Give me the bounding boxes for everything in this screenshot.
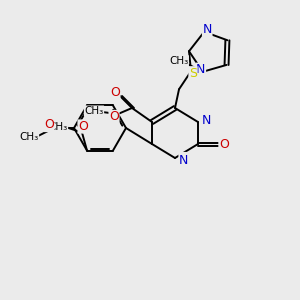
Text: CH₃: CH₃ xyxy=(84,106,104,116)
Text: CH₃: CH₃ xyxy=(48,122,68,131)
Text: O: O xyxy=(110,85,120,98)
Text: O: O xyxy=(44,118,54,131)
Text: N: N xyxy=(202,113,211,127)
Text: H: H xyxy=(181,152,189,166)
Text: H: H xyxy=(204,115,212,128)
Text: N: N xyxy=(179,154,188,166)
Text: N: N xyxy=(202,23,212,36)
Text: S: S xyxy=(189,67,197,80)
Text: O: O xyxy=(109,110,119,124)
Text: CH₃: CH₃ xyxy=(20,132,39,142)
Text: CH₃: CH₃ xyxy=(169,56,188,66)
Text: N: N xyxy=(196,63,206,76)
Text: O: O xyxy=(78,120,88,133)
Text: O: O xyxy=(219,137,229,151)
